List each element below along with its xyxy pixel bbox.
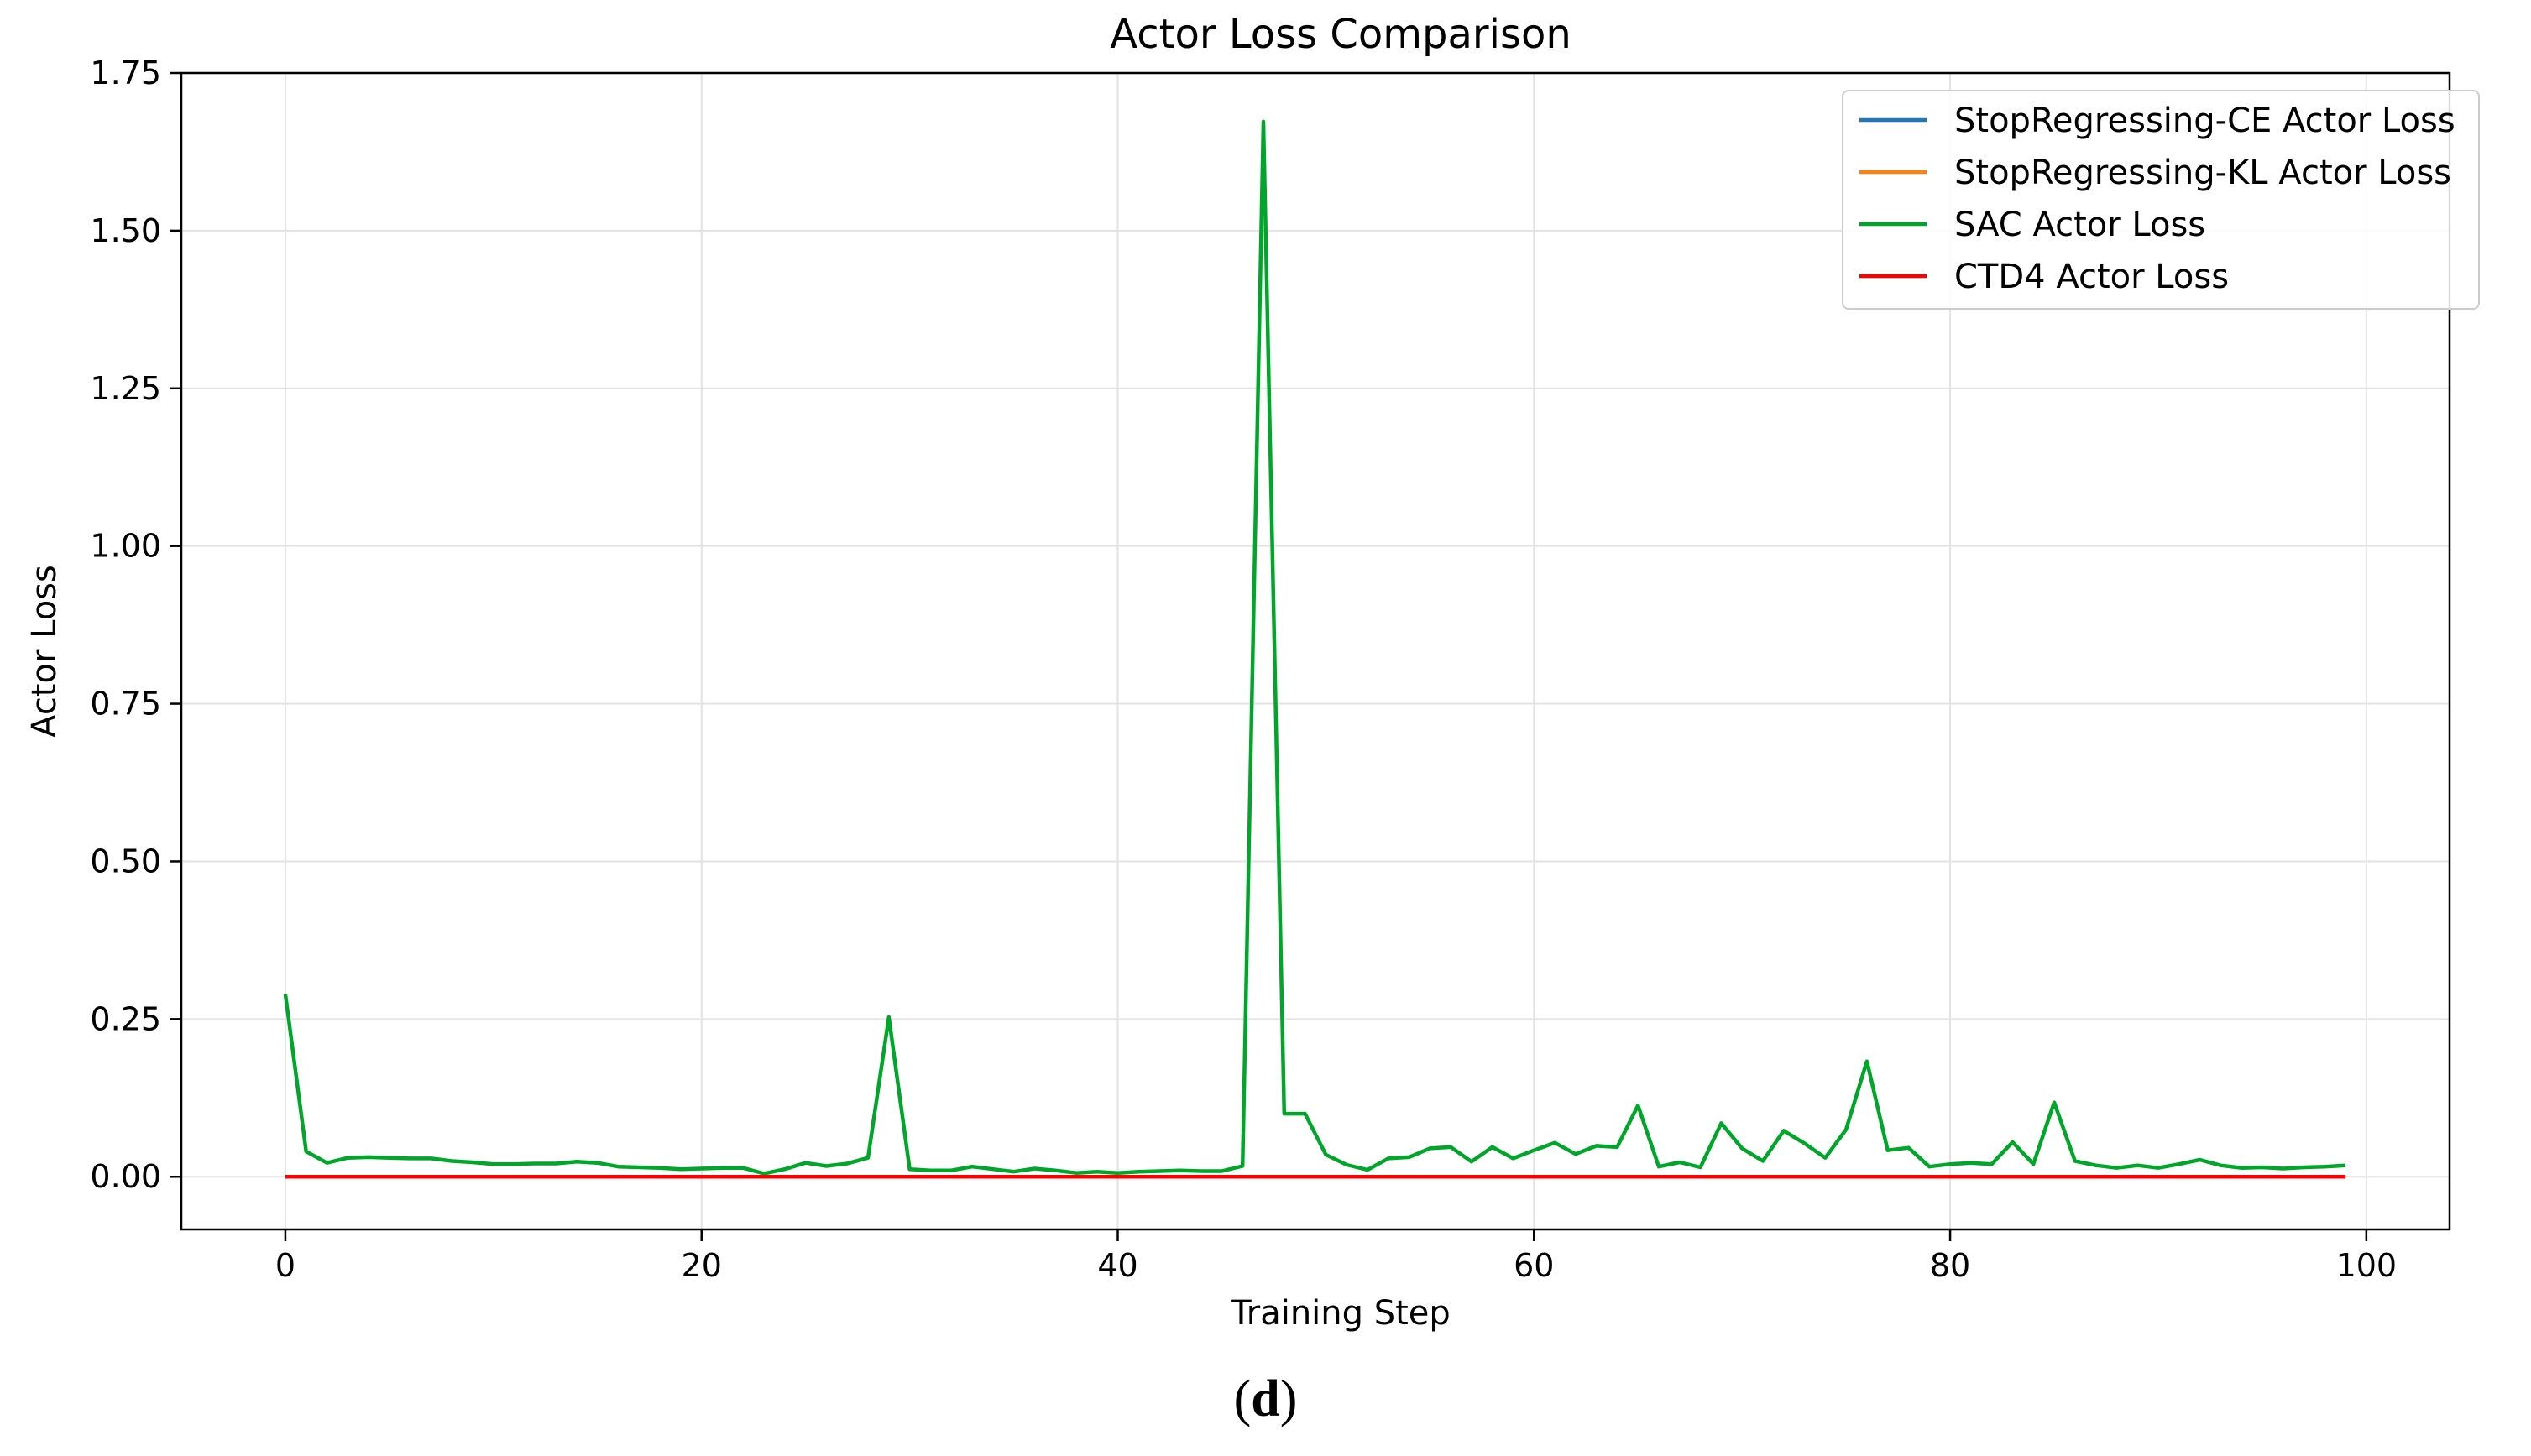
y-axis-ticks: 0.00 0.25 0.50 0.75 1.00 1.25 1.50 1.75 — [90, 55, 181, 1195]
y-tick-label: 1.25 — [90, 370, 161, 407]
legend: StopRegressing-CE Actor Loss StopRegressi… — [1842, 90, 2480, 310]
figure-caption: (d) — [0, 1370, 2531, 1429]
y-axis-label: Actor Loss — [25, 565, 64, 738]
x-tick-label: 100 — [2336, 1247, 2398, 1284]
legend-box — [1842, 90, 2480, 310]
caption-letter: d — [1251, 1370, 1280, 1427]
x-axis-label: Training Step — [1230, 1294, 1451, 1333]
y-tick-label: 0.25 — [90, 1000, 161, 1037]
caption-open-paren: ( — [1233, 1370, 1252, 1427]
y-tick-label: 1.75 — [90, 55, 161, 91]
legend-label: StopRegressing-KL Actor Loss — [1954, 154, 2451, 192]
y-tick-label: 1.50 — [90, 212, 161, 249]
x-tick-label: 40 — [1097, 1247, 1137, 1284]
x-axis-ticks: 0 20 40 60 80 100 — [275, 1229, 2397, 1284]
x-tick-label: 0 — [275, 1247, 295, 1284]
series-lines — [283, 119, 2346, 1179]
y-tick-label: 1.00 — [90, 528, 161, 565]
legend-label: StopRegressing-CE Actor Loss — [1954, 102, 2455, 140]
y-tick-label: 0.75 — [90, 686, 161, 723]
y-tick-label: 0.00 — [90, 1158, 161, 1195]
x-tick-label: 60 — [1514, 1247, 1554, 1284]
caption-close-paren: ) — [1279, 1370, 1298, 1427]
legend-label: CTD4 Actor Loss — [1954, 258, 2229, 296]
chart-title: Actor Loss Comparison — [1110, 11, 1571, 58]
plot-frame — [180, 71, 2451, 1231]
y-tick-label: 0.50 — [90, 843, 161, 879]
x-tick-label: 20 — [682, 1247, 722, 1284]
x-tick-label: 80 — [1930, 1247, 1970, 1284]
legend-label: SAC Actor Loss — [1954, 206, 2205, 244]
series-line-sac-actor-loss — [283, 119, 2346, 1176]
